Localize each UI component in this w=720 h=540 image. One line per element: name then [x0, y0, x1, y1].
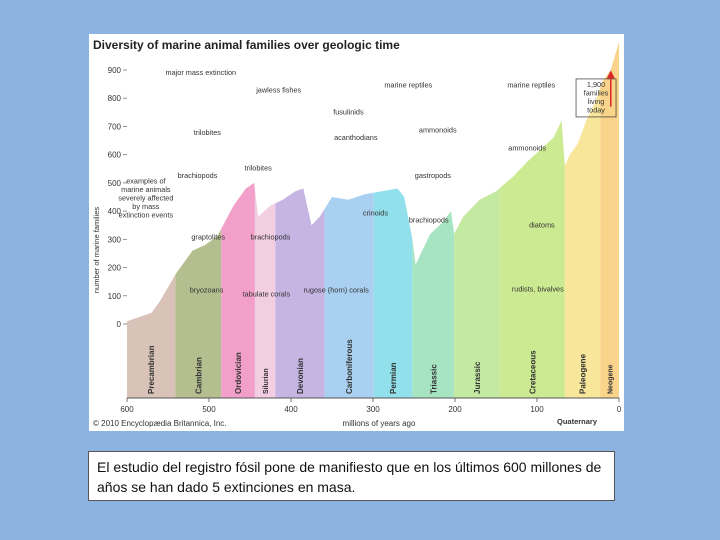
period-area-neogene	[600, 41, 619, 324]
caption-text: El estudio del registro fósil pone de ma…	[97, 459, 602, 495]
annotation-label: gastropods	[415, 171, 451, 180]
y-tick-label: 100	[108, 292, 122, 301]
annotation-label: graptolites	[191, 232, 225, 241]
period-label: Jurassic	[473, 361, 482, 394]
annotation-label: trilobites	[245, 163, 273, 172]
period-area-permian	[373, 41, 413, 324]
period-band-ordovician	[221, 324, 255, 398]
arrowhead-icon	[606, 70, 615, 79]
annotation-label: brachiopods	[409, 216, 449, 225]
period-band-cretaceous	[500, 324, 565, 398]
x-tick-label: 300	[366, 405, 380, 414]
period-area-devonian	[275, 41, 325, 324]
annotation-label: examples of marine animals severely affect…	[118, 176, 173, 219]
period-band-permian	[373, 324, 413, 398]
x-axis-label: millions of years ago	[343, 419, 416, 428]
period-band-paleogene	[564, 324, 601, 398]
annotation-label: diatoms	[529, 220, 555, 229]
period-label: Devonian	[296, 358, 305, 394]
period-band-neogene	[600, 324, 619, 398]
quaternary-label: Quaternary	[557, 417, 598, 426]
annotation-label: brachiopods	[251, 232, 291, 241]
y-tick-label: 500	[108, 179, 122, 188]
period-band-cambrian	[175, 324, 222, 398]
annotation-label: rudists, bivalves	[512, 284, 564, 293]
period-area-carboniferous	[324, 41, 374, 324]
period-band-jurassic	[454, 324, 501, 398]
annotation-label: ammonoids	[419, 126, 457, 135]
period-label: Neogene	[608, 364, 615, 394]
y-tick-label: 600	[108, 151, 122, 160]
diversity-chart: Diversity of marine animal families over…	[92, 38, 622, 428]
period-label: Paleogene	[579, 353, 588, 394]
annotation-label: bryozoans	[190, 285, 224, 294]
period-label: Precambrian	[147, 345, 156, 394]
chart-figure: Diversity of marine animal families over…	[89, 34, 624, 431]
period-band-devonian	[275, 324, 325, 398]
annotation-label: marine reptiles	[384, 80, 432, 89]
chart-title: Diversity of marine animal families over…	[93, 38, 400, 52]
y-tick-label: 800	[108, 94, 122, 103]
period-label: Ordovician	[234, 352, 243, 394]
annotation-label: tabulate corals	[243, 290, 291, 299]
axes: 0 100 200 300 400 500 600 700 800 900 600 500 400 300…	[108, 66, 622, 414]
annotation-label: trilobites	[194, 128, 222, 137]
y-tick-label: 300	[108, 235, 122, 244]
annotation-label: marine reptiles	[507, 80, 555, 89]
annotation-label: jawless fishes	[255, 86, 301, 95]
period-area-ordovician	[221, 41, 255, 324]
period-label: Cretaceous	[529, 350, 538, 394]
y-tick-label: 700	[108, 122, 122, 131]
period-label: Triassic	[429, 364, 438, 394]
period-area-jurassic	[454, 41, 501, 324]
period-band-silurian	[254, 324, 276, 398]
period-label: Cambrian	[194, 357, 203, 394]
x-tick-label: 400	[284, 405, 298, 414]
annotation-label: major mass extinction	[166, 68, 237, 77]
x-tick-label: 500	[202, 405, 216, 414]
y-axis-label: number of marine families	[92, 207, 101, 294]
copyright-text: © 2010 Encyclopædia Britannica, Inc.	[93, 419, 227, 428]
y-tick-label: 900	[108, 66, 122, 75]
annotation-label: fusulinids	[333, 107, 364, 116]
living-families-box	[575, 78, 617, 118]
period-area-cretaceous	[500, 41, 565, 324]
annotation-label: 1,900 families living today	[584, 80, 609, 115]
y-tick-label: 200	[108, 264, 122, 273]
y-tick-label: 400	[108, 207, 122, 216]
caption-box: El estudio del registro fósil pone de ma…	[88, 451, 615, 501]
period-bands: Precambrian Cambrian Ordovician Silurian Dev…	[127, 324, 619, 398]
period-label: Carboniferous	[345, 339, 354, 394]
period-band-carboniferous	[324, 324, 374, 398]
annotations: major mass extinction jawless fishes marin…	[118, 68, 617, 299]
x-tick-label: 0	[617, 405, 622, 414]
y-tick-label: 0	[117, 320, 122, 329]
annotation-label: rugose (horn) corals	[303, 285, 369, 294]
x-tick-label: 100	[530, 405, 544, 414]
period-band-triassic	[412, 324, 455, 398]
period-label: Permian	[389, 362, 398, 394]
x-tick-label: 600	[120, 405, 134, 414]
annotation-label: brachiopods	[178, 171, 218, 180]
x-tick-label: 200	[448, 405, 462, 414]
period-area-silurian	[254, 41, 276, 324]
period-area-paleogene	[564, 41, 601, 324]
period-label: Silurian	[263, 368, 270, 394]
annotation-label: acanthodians	[334, 133, 378, 142]
annotation-label: ammonoids	[508, 144, 546, 153]
annotation-label: crinoids	[363, 209, 388, 218]
period-band-precambrian	[127, 324, 176, 398]
